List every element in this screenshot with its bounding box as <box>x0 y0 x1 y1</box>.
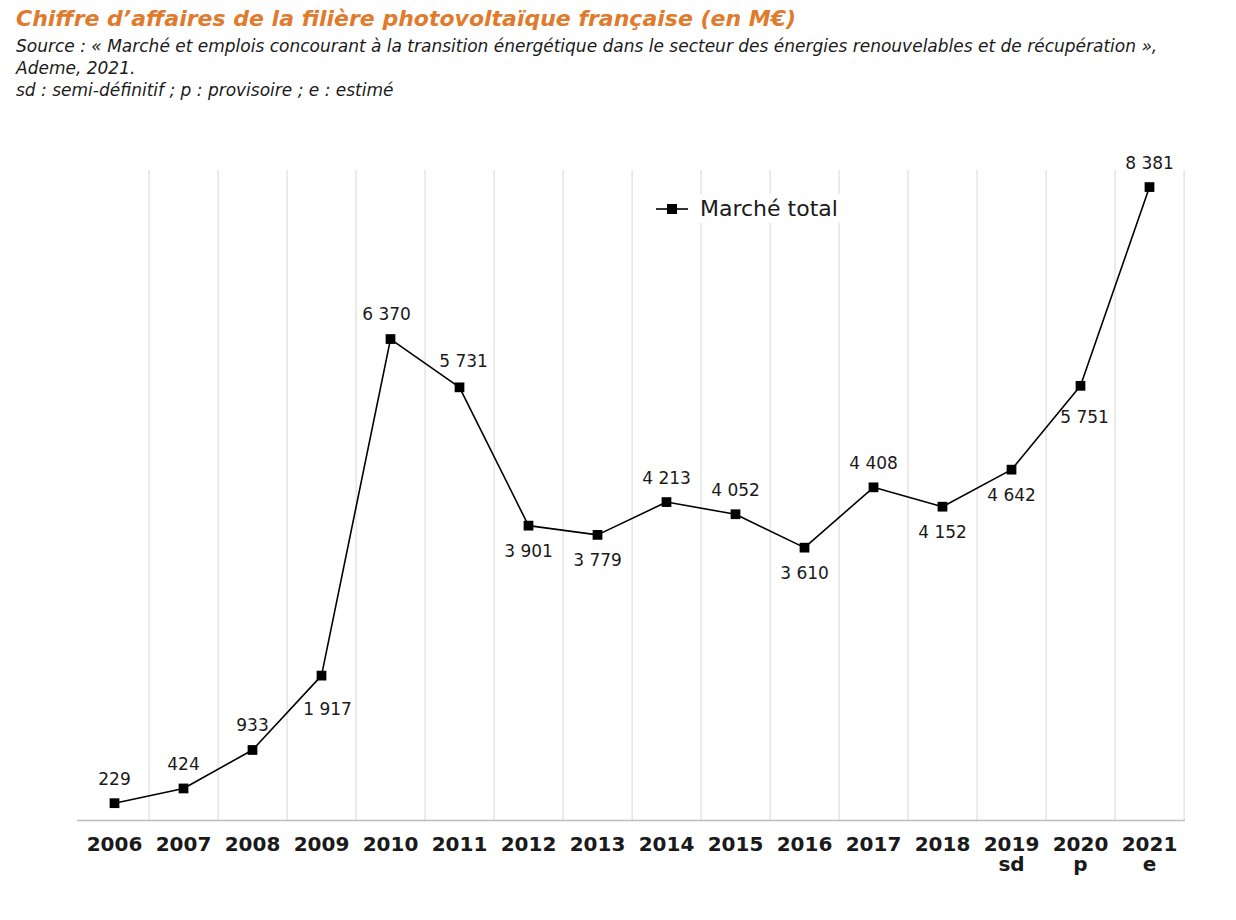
svg-text:2010: 2010 <box>363 832 419 856</box>
svg-text:2021e: 2021e <box>1122 832 1178 876</box>
svg-text:424: 424 <box>167 754 199 774</box>
svg-text:4 642: 4 642 <box>987 485 1036 505</box>
svg-text:1 917: 1 917 <box>303 699 352 719</box>
svg-text:6 370: 6 370 <box>362 304 411 324</box>
svg-text:2011: 2011 <box>432 832 488 856</box>
svg-text:3 610: 3 610 <box>780 563 829 583</box>
html-text:Source : « Marché et emplois c: Source : « Marché et emplois concourant … <box>16 36 1158 78</box>
svg-text:2014: 2014 <box>639 832 695 856</box>
svg-text:4 052: 4 052 <box>711 480 760 500</box>
html-text:Chiffre d’affaires de la filiè: Chiffre d’affaires de la filière photovo… <box>16 6 796 31</box>
svg-text:2008: 2008 <box>225 832 281 856</box>
svg-text:4 213: 4 213 <box>642 468 691 488</box>
svg-text:2007: 2007 <box>156 832 212 856</box>
svg-text:2018: 2018 <box>915 832 971 856</box>
svg-text:2012: 2012 <box>501 832 557 856</box>
svg-text:229: 229 <box>98 769 130 789</box>
svg-text:5 751: 5 751 <box>1060 407 1109 427</box>
svg-text:2009: 2009 <box>294 832 350 856</box>
svg-text:4 152: 4 152 <box>918 522 967 542</box>
html-text:sd : semi-définitif ; p : prov: sd : semi-définitif ; p : provisoire ; e… <box>16 80 394 100</box>
html-text:Marché total: Marché total <box>700 196 838 221</box>
svg-text:3 779: 3 779 <box>573 550 622 570</box>
svg-text:3 901: 3 901 <box>504 541 553 561</box>
svg-text:2016: 2016 <box>777 832 833 856</box>
svg-text:2020p: 2020p <box>1053 832 1109 876</box>
svg-text:2006: 2006 <box>87 832 143 856</box>
svg-text:933: 933 <box>236 715 268 735</box>
svg-text:5 731: 5 731 <box>439 351 488 371</box>
svg-text:8 381: 8 381 <box>1125 152 1174 172</box>
svg-text:2015: 2015 <box>708 832 764 856</box>
svg-text:4 408: 4 408 <box>849 453 898 473</box>
svg-text:2013: 2013 <box>570 832 626 856</box>
svg-text:2019sd: 2019sd <box>984 832 1040 876</box>
svg-text:2017: 2017 <box>846 832 902 856</box>
